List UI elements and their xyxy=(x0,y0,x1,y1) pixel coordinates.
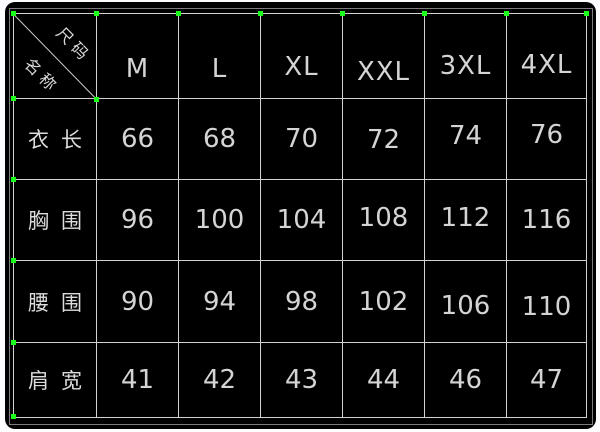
value-cell: 42 xyxy=(179,343,260,417)
value-cell: 96 xyxy=(97,180,178,260)
value-cell: 43 xyxy=(261,343,342,417)
value-cell: 108 xyxy=(343,180,424,260)
column-header-label: 4XL xyxy=(520,50,573,80)
column-header-label: XL xyxy=(284,52,319,82)
row-label-text: 胸围 xyxy=(28,209,94,233)
value-text: 98 xyxy=(284,286,319,317)
value-cell: 46 xyxy=(425,343,506,417)
value-cell: 41 xyxy=(97,343,178,417)
grip-point xyxy=(11,258,16,263)
value-text: 116 xyxy=(521,205,572,235)
value-cell: 44 xyxy=(343,343,424,417)
value-cell: 90 xyxy=(97,261,178,342)
row-label-waist: 腰围 xyxy=(14,261,96,342)
value-text: 106 xyxy=(440,290,491,321)
grip-point xyxy=(584,11,589,16)
row-label-shoulder: 肩宽 xyxy=(14,343,96,417)
grip-point xyxy=(176,11,181,16)
corner-cell: 尺码 名称 xyxy=(14,14,96,98)
value-cell: 116 xyxy=(507,180,586,260)
value-text: 76 xyxy=(529,120,564,150)
column-header-l: L xyxy=(179,14,260,98)
value-text: 42 xyxy=(202,365,237,395)
grip-point xyxy=(11,96,16,101)
value-cell: 110 xyxy=(507,261,586,342)
grip-point xyxy=(504,11,509,16)
value-text: 104 xyxy=(276,205,327,235)
grip-point xyxy=(11,414,16,419)
value-cell: 68 xyxy=(179,99,260,179)
value-cell: 100 xyxy=(179,180,260,260)
grip-point xyxy=(11,340,16,345)
value-cell: 104 xyxy=(261,180,342,260)
column-header-4xl: 4XL xyxy=(507,14,586,98)
value-cell: 94 xyxy=(179,261,260,342)
value-cell: 98 xyxy=(261,261,342,342)
row-label-text: 肩宽 xyxy=(28,369,94,393)
grip-point xyxy=(422,11,427,16)
column-header-3xl: 3XL xyxy=(425,14,506,98)
value-text: 66 xyxy=(120,124,155,154)
value-text: 72 xyxy=(366,125,401,155)
value-cell: 72 xyxy=(343,99,424,179)
value-text: 100 xyxy=(194,205,245,235)
value-text: 43 xyxy=(284,365,319,395)
value-cell: 76 xyxy=(507,99,586,179)
value-text: 102 xyxy=(358,286,409,317)
value-text: 70 xyxy=(284,124,319,154)
value-text: 44 xyxy=(366,365,401,395)
grip-point xyxy=(94,97,99,102)
column-header-m: M xyxy=(97,14,178,98)
grip-point xyxy=(258,11,263,16)
value-cell: 106 xyxy=(425,261,506,342)
value-text: 46 xyxy=(448,365,483,395)
row-label-garment-length: 衣长 xyxy=(14,99,96,179)
grip-point xyxy=(11,177,16,182)
value-text: 112 xyxy=(440,203,491,233)
column-header-xl: XL xyxy=(261,14,342,98)
grip-point xyxy=(94,11,99,16)
value-text: 41 xyxy=(120,365,155,395)
row-label-text: 衣长 xyxy=(28,128,94,152)
value-text: 74 xyxy=(448,121,483,151)
value-cell: 47 xyxy=(507,343,586,417)
row-label-chest: 胸围 xyxy=(14,180,96,260)
value-text: 110 xyxy=(521,291,572,322)
value-cell: 102 xyxy=(343,261,424,342)
value-text: 94 xyxy=(202,286,237,317)
grip-point xyxy=(11,11,16,16)
column-header-label: XXL xyxy=(356,57,411,87)
column-header-xxl: XXL xyxy=(343,14,424,98)
outer-frame-line xyxy=(9,8,593,425)
row-label-text: 腰围 xyxy=(28,290,94,315)
column-header-label: L xyxy=(211,54,228,84)
value-text: 68 xyxy=(202,124,237,154)
corner-label-name: 名称 xyxy=(20,54,64,98)
column-header-label: M xyxy=(125,54,150,84)
value-text: 90 xyxy=(120,286,155,317)
grip-point xyxy=(340,11,345,16)
column-header-label: 3XL xyxy=(439,51,492,81)
value-cell: 70 xyxy=(261,99,342,179)
value-cell: 74 xyxy=(425,99,506,179)
size-table: 尺码 名称 M L XL XXL 3XL 4XL 衣长 66 68 70 72 … xyxy=(13,13,587,418)
value-cell: 66 xyxy=(97,99,178,179)
value-text: 96 xyxy=(120,205,155,235)
value-cell: 112 xyxy=(425,180,506,260)
value-text: 47 xyxy=(529,365,564,395)
value-text: 108 xyxy=(358,203,409,233)
